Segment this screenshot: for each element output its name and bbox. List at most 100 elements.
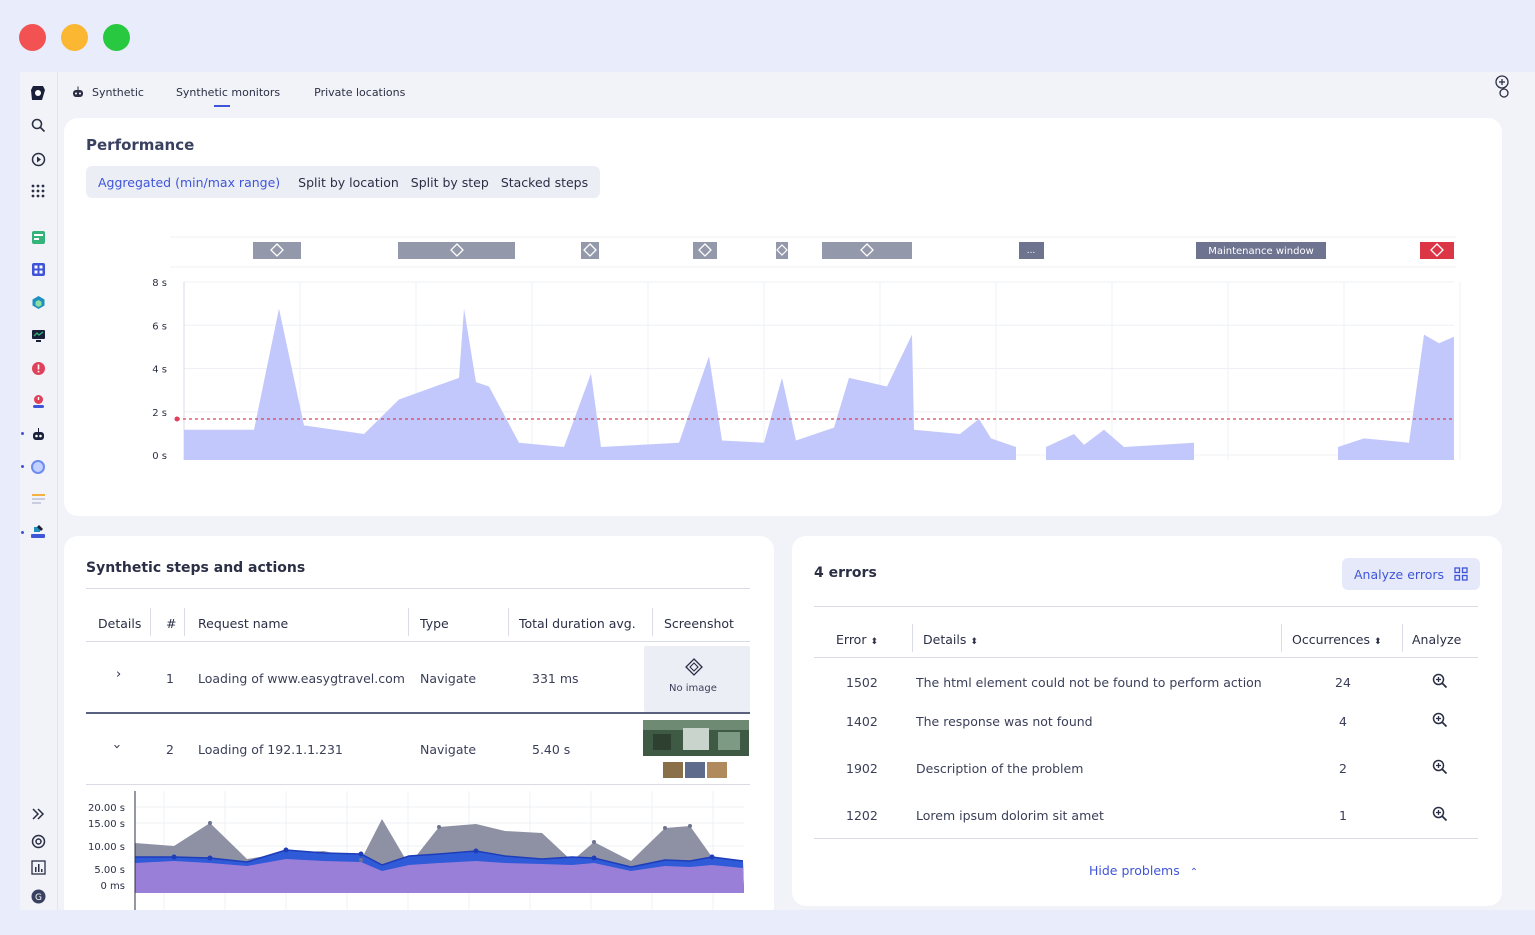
synthetic-robot-icon[interactable]: [29, 425, 47, 443]
mode-stacked-steps[interactable]: Stacked steps: [500, 174, 589, 190]
avg-data-point: [591, 855, 597, 861]
alert-user-icon[interactable]: [29, 392, 47, 410]
error-details: Description of the problem: [916, 761, 1084, 776]
performance-mode-selector: Aggregated (min/max range) Split by loca…: [86, 166, 601, 198]
event-marker[interactable]: [398, 242, 515, 259]
zoom-in-icon[interactable]: [1432, 759, 1448, 775]
divider: [814, 606, 1478, 607]
tab-synthetic-monitors[interactable]: Synthetic monitors: [175, 85, 281, 107]
mode-split-step[interactable]: Split by step: [410, 174, 489, 190]
cube-app-icon[interactable]: [29, 293, 47, 311]
active-indicator-dot: [21, 465, 24, 468]
deploy-icon[interactable]: [29, 523, 47, 541]
event-marker[interactable]: [776, 242, 788, 259]
active-indicator-dot: [21, 531, 24, 534]
col-occurrences-label: Occurrences: [1292, 632, 1370, 647]
event-marker[interactable]: [693, 242, 717, 259]
mode-aggregated[interactable]: Aggregated (min/max range): [98, 174, 281, 190]
logo-icon[interactable]: [29, 84, 47, 102]
search-icon[interactable]: [29, 116, 47, 134]
mode-split-location[interactable]: Split by location: [298, 174, 399, 190]
logs-icon[interactable]: [29, 490, 47, 508]
hide-problems-link[interactable]: Hide problems ⌃: [1089, 863, 1198, 878]
user-avatar-icon[interactable]: G: [29, 887, 47, 905]
steps-title: Synthetic steps and actions: [86, 560, 306, 576]
collapse-row-chevron-icon[interactable]: ›: [109, 743, 125, 750]
divider: [86, 588, 750, 589]
zoom-in-icon[interactable]: [1432, 806, 1448, 822]
col-index: #: [166, 616, 177, 631]
svg-text:...: ...: [1027, 246, 1036, 256]
tab-private-locations[interactable]: Private locations: [314, 85, 406, 99]
divider: [814, 657, 1478, 658]
col-type: Type: [420, 616, 449, 631]
column-separator: [150, 608, 151, 636]
row-index: 1: [166, 671, 174, 686]
error-occurrences: 2: [1339, 761, 1347, 776]
max-data-point: [688, 824, 692, 828]
col-occurrences-sort[interactable]: Occurrences ⬍: [1292, 632, 1382, 647]
grid-app-icon[interactable]: [29, 260, 47, 278]
sort-icon: ⬍: [1373, 637, 1382, 647]
divider: [86, 641, 750, 642]
analytics-icon[interactable]: [29, 858, 47, 876]
minimize-window-button[interactable]: [61, 24, 88, 51]
column-separator: [1402, 624, 1403, 652]
event-marker[interactable]: [581, 242, 599, 259]
col-duration: Total duration avg.: [519, 616, 636, 631]
step-duration-chart: 20.00 s15.00 s10.00 s5.00 s0 ms 9:00 10:0…: [88, 791, 744, 910]
problems-icon[interactable]: [29, 359, 47, 377]
avg-duration-line: [135, 849, 744, 868]
monitor-app-icon[interactable]: [29, 326, 47, 344]
column-separator: [652, 608, 653, 636]
support-icon[interactable]: [29, 832, 47, 850]
sidebar: G: [20, 72, 58, 910]
event-marker[interactable]: [822, 242, 912, 259]
min-duration-area: [135, 859, 744, 893]
globe-icon[interactable]: [29, 458, 47, 476]
col-details-sort[interactable]: Details ⬍: [923, 632, 978, 647]
nav-app-synthetic[interactable]: Synthetic: [92, 85, 144, 99]
column-separator: [408, 608, 409, 636]
zoom-in-icon[interactable]: [1432, 673, 1448, 689]
expand-row-chevron-icon[interactable]: ›: [116, 667, 122, 682]
apps-grid-icon[interactable]: [29, 182, 47, 200]
active-indicator-dot: [21, 432, 24, 435]
performance-chart: ... Maintenance window 8 s 6 s 4 s 2 s 0 s: [152, 236, 1461, 462]
maximize-window-button[interactable]: [103, 24, 130, 51]
column-separator: [508, 608, 509, 636]
synthetic-steps-card: Synthetic steps and actions Details # Re…: [64, 536, 774, 910]
y-tick-label: 15.00 s: [88, 819, 125, 830]
y-tick-label: 0 ms: [101, 881, 126, 892]
analyze-errors-label: Analyze errors: [1353, 566, 1444, 582]
dashboard-app-icon[interactable]: [29, 228, 47, 246]
close-window-button[interactable]: [19, 24, 46, 51]
synthetic-robot-icon: [72, 86, 84, 98]
threshold-marker: [174, 416, 180, 422]
row-request-name[interactable]: Loading of 192.1.1.231: [198, 742, 343, 757]
zoom-in-icon[interactable]: [1432, 712, 1448, 728]
error-details: The response was not found: [916, 714, 1093, 729]
y-axis-ticks: 8 s 6 s 4 s 2 s 0 s: [152, 278, 167, 462]
help-zoom-icon[interactable]: [1493, 74, 1513, 102]
performance-card: Performance Aggregated (min/max range) S…: [64, 118, 1502, 516]
error-occurrences: 1: [1339, 808, 1347, 823]
y-tick-label: 2 s: [152, 408, 167, 419]
row-type: Navigate: [420, 742, 477, 757]
col-error-sort[interactable]: Error ⬍: [836, 632, 878, 647]
screenshot-placeholder[interactable]: No image: [644, 646, 750, 712]
event-marker[interactable]: [253, 242, 301, 259]
analyze-errors-button[interactable]: Analyze errors: [1341, 558, 1480, 590]
expand-sidebar-icon[interactable]: [29, 805, 47, 823]
response-time-area: [184, 308, 1454, 460]
problem-event-marker[interactable]: [1420, 242, 1454, 259]
col-details: Details: [98, 616, 142, 631]
hide-problems-label: Hide problems: [1089, 863, 1180, 878]
maintenance-window-marker[interactable]: Maintenance window: [1196, 242, 1326, 259]
screenshot-thumbnails[interactable]: [643, 720, 749, 780]
play-icon[interactable]: [29, 150, 47, 168]
max-data-point: [359, 858, 363, 862]
event-marker-more[interactable]: ...: [1019, 242, 1044, 259]
max-data-point: [437, 825, 441, 829]
row-request-name[interactable]: Loading of www.easygtravel.com: [198, 671, 405, 686]
